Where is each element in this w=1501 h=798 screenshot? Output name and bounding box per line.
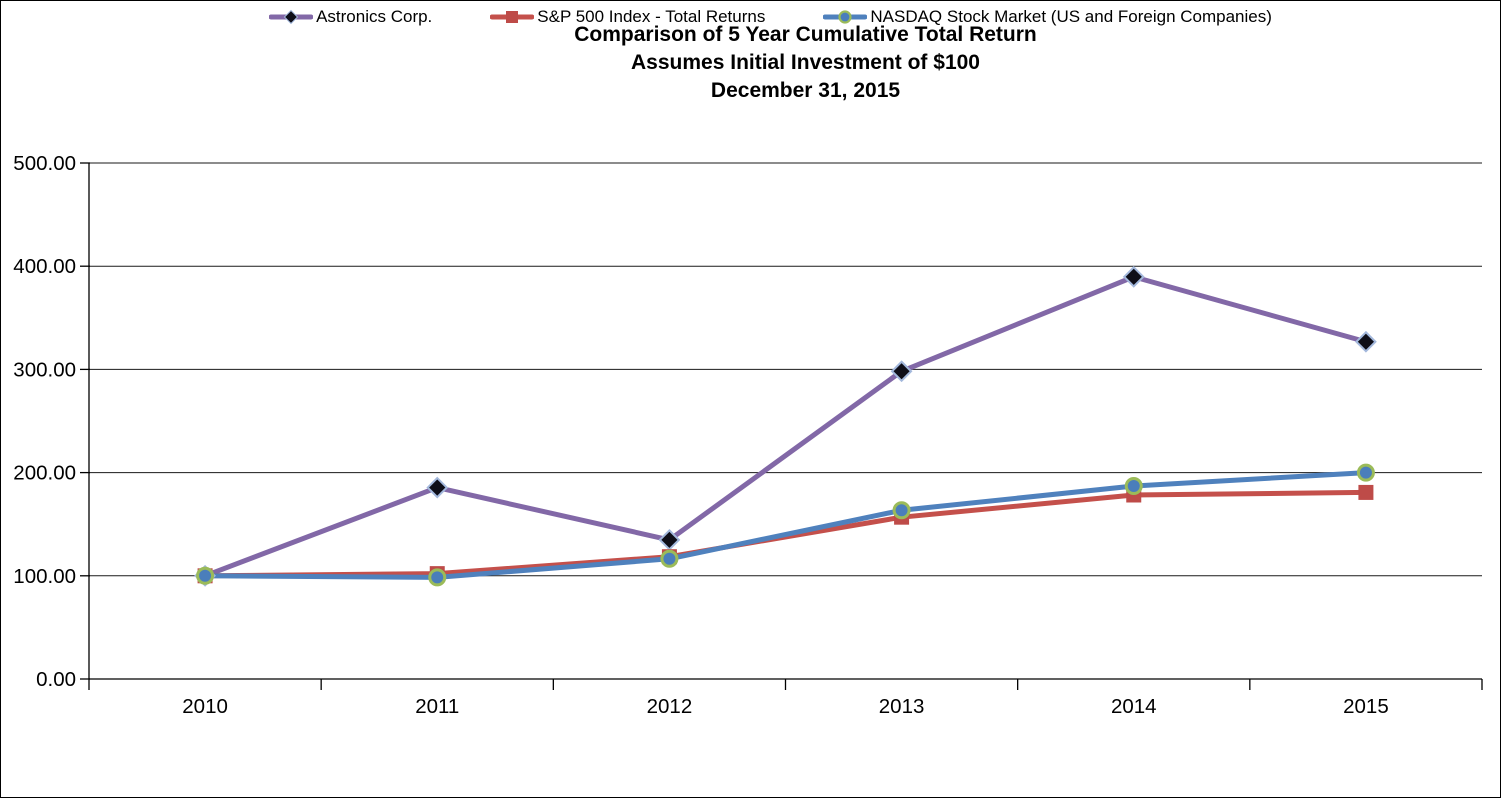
marker-sp500 <box>1358 484 1374 500</box>
legend-label-sp500: S&P 500 Index - Total Returns <box>537 7 766 26</box>
chart-title-line1: Comparison of 5 Year Cumulative Total Re… <box>574 23 1037 46</box>
nasdaq-legend-marker <box>823 10 868 24</box>
legend-label-nasdaq: NASDAQ Stock Market (US and Foreign Comp… <box>870 7 1272 26</box>
marker-nasdaq <box>660 549 679 568</box>
x-axis-tick-label: 2015 <box>1343 695 1389 718</box>
marker-nasdaq <box>196 566 215 585</box>
sp500-legend-marker <box>490 11 535 23</box>
legend-item-astronics: Astronics Corp. <box>269 7 432 27</box>
x-axis-tick-label: 2011 <box>415 695 459 718</box>
y-axis-tick-label: 400.00 <box>13 255 76 278</box>
marker-astronics <box>1122 265 1145 288</box>
x-axis-tick-label: 2012 <box>647 695 693 718</box>
x-axis-tick-label: 2014 <box>1111 695 1157 718</box>
marker-nasdaq <box>1356 463 1375 482</box>
legend-item-nasdaq: NASDAQ Stock Market (US and Foreign Comp… <box>823 7 1272 27</box>
series-line-astronics <box>202 274 1369 579</box>
chart-title-line2: Assumes Initial Investment of $100 <box>631 51 980 74</box>
marker-astronics <box>1355 330 1377 353</box>
x-axis-tick-label: 2013 <box>879 695 925 718</box>
astronics-legend-marker <box>269 9 314 25</box>
marker-nasdaq <box>428 568 447 587</box>
y-axis-tick-label: 0.00 <box>36 668 76 691</box>
y-axis-tick-label: 500.00 <box>13 152 76 175</box>
y-axis-tick-label: 300.00 <box>13 358 76 381</box>
chart-title: Comparison of 5 Year Cumulative Total Re… <box>56 21 1500 105</box>
y-axis-tick-label: 100.00 <box>13 565 76 588</box>
marker-astronics <box>890 360 913 383</box>
legend-label-astronics: Astronics Corp. <box>316 7 433 26</box>
chart-title-line3: December 31, 2015 <box>710 79 901 102</box>
marker-nasdaq <box>892 501 911 520</box>
series-line-nasdaq <box>202 470 1369 580</box>
marker-astronics <box>426 476 449 499</box>
marker-nasdaq <box>1124 477 1143 496</box>
y-axis-tick-label: 200.00 <box>13 462 76 485</box>
legend: Astronics Corp. S&P 500 Index - Total Re… <box>21 1 1500 33</box>
x-axis-tick-label: 2010 <box>182 695 228 718</box>
legend-item-sp500: S&P 500 Index - Total Returns <box>490 7 765 27</box>
